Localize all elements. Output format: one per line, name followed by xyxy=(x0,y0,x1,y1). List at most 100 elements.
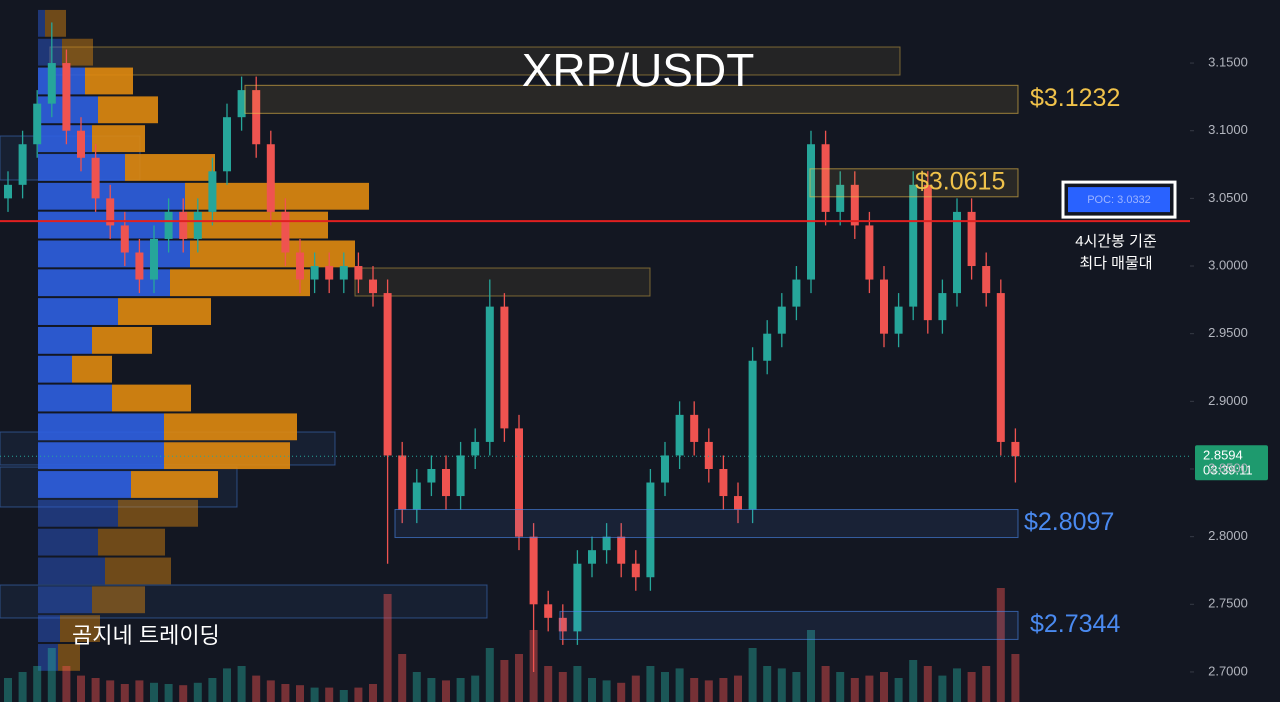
candle-body xyxy=(252,90,261,145)
candle-body xyxy=(296,252,304,280)
volume-bar xyxy=(690,678,699,702)
candle-body xyxy=(734,496,742,510)
candle-body xyxy=(558,617,567,632)
candle-body xyxy=(821,144,830,212)
y-tick-label: 2.9000 xyxy=(1208,393,1248,408)
profile-sell xyxy=(98,528,165,556)
volume-bar xyxy=(427,678,436,702)
volume-bar xyxy=(383,594,392,702)
volume-bar xyxy=(807,630,815,702)
candle-body xyxy=(383,293,392,456)
candle-body xyxy=(339,266,348,280)
level-box xyxy=(394,509,1019,539)
candle-body xyxy=(675,414,684,456)
volume-bar xyxy=(150,682,158,702)
profile-sell xyxy=(92,586,145,614)
candle-body xyxy=(631,563,640,578)
poc-note: 4시간봉 기준 xyxy=(1075,233,1157,250)
candle-body xyxy=(967,211,976,267)
candle-body xyxy=(135,252,144,280)
profile-sell xyxy=(190,240,355,268)
volume-bar xyxy=(617,682,626,702)
candle-body xyxy=(777,306,786,334)
profile-buy xyxy=(38,528,98,556)
candle-body xyxy=(456,455,465,497)
level-box xyxy=(244,84,1019,114)
profile-sell xyxy=(98,96,158,124)
candle-body xyxy=(953,211,961,294)
volume-bar xyxy=(193,682,202,702)
candle-body xyxy=(179,211,188,239)
volume-bar xyxy=(865,675,874,702)
zone-box xyxy=(49,46,901,76)
volume-bar xyxy=(471,675,480,702)
candle-body xyxy=(792,279,801,307)
candle-body xyxy=(850,184,859,226)
profile-sell xyxy=(131,471,218,498)
y-tick-label: 2.9500 xyxy=(1208,325,1248,340)
volume-bar xyxy=(456,678,465,702)
volume-bar xyxy=(923,666,932,702)
candle-body xyxy=(106,198,115,226)
volume-bar xyxy=(33,666,42,702)
price-tag-countdown: 03:39:11 xyxy=(1203,463,1253,478)
candle-body xyxy=(690,414,699,442)
volume-bar xyxy=(675,668,684,702)
volume-bar xyxy=(310,687,319,702)
candle-body xyxy=(369,279,377,294)
volume-bar xyxy=(91,678,100,702)
profile-buy xyxy=(38,413,164,441)
profile-sell xyxy=(112,384,191,412)
volume-bar xyxy=(18,672,27,702)
chart-title: XRP/USDT xyxy=(522,44,755,96)
poc-tag xyxy=(1068,187,1170,213)
profile-sell xyxy=(85,67,133,95)
candle-body xyxy=(120,225,129,253)
volume-bar xyxy=(515,654,523,702)
profile-sell xyxy=(92,326,152,354)
volume-bar xyxy=(47,648,56,702)
profile-sell xyxy=(72,355,112,383)
candle-body xyxy=(646,482,655,578)
profile-buy xyxy=(38,442,164,470)
candle-body xyxy=(4,184,12,199)
y-tick-label: 3.1000 xyxy=(1208,122,1248,137)
volume-bar xyxy=(296,685,304,702)
profile-sell xyxy=(60,615,100,643)
candle-body xyxy=(544,604,553,618)
y-tick-label: 2.7000 xyxy=(1208,663,1248,678)
level-label: $2.7344 xyxy=(1030,610,1120,638)
volume-bar xyxy=(792,672,801,702)
candle-body xyxy=(573,563,582,632)
volume-bar xyxy=(996,588,1005,702)
candle-body xyxy=(150,238,158,280)
candle-body xyxy=(515,428,523,537)
candle-body xyxy=(719,468,728,497)
profile-sell xyxy=(125,154,215,181)
volume-bar xyxy=(719,678,728,702)
volume-bar xyxy=(748,648,757,702)
volume-bar xyxy=(602,680,611,702)
candle-body xyxy=(77,130,85,158)
candle-body xyxy=(427,468,436,483)
candle-body xyxy=(996,293,1005,442)
volume-bar xyxy=(661,672,669,702)
volume-bar xyxy=(281,684,290,702)
volume-bar xyxy=(252,675,261,702)
volume-bar xyxy=(120,684,129,702)
y-tick-label: 2.7500 xyxy=(1208,596,1248,611)
candle-body xyxy=(982,266,991,294)
y-tick-label: 3.1500 xyxy=(1208,54,1248,69)
candle-body xyxy=(938,293,947,321)
volume-bar xyxy=(208,678,217,702)
volume-bar xyxy=(821,666,830,702)
volume-bar xyxy=(485,648,494,702)
profile-buy xyxy=(38,586,92,614)
profile-sell xyxy=(118,499,198,527)
volume-bar xyxy=(4,678,12,702)
candle-body xyxy=(1011,441,1020,457)
volume-bar xyxy=(909,660,918,702)
volume-bar xyxy=(967,672,976,702)
volume-bar xyxy=(1011,654,1020,702)
